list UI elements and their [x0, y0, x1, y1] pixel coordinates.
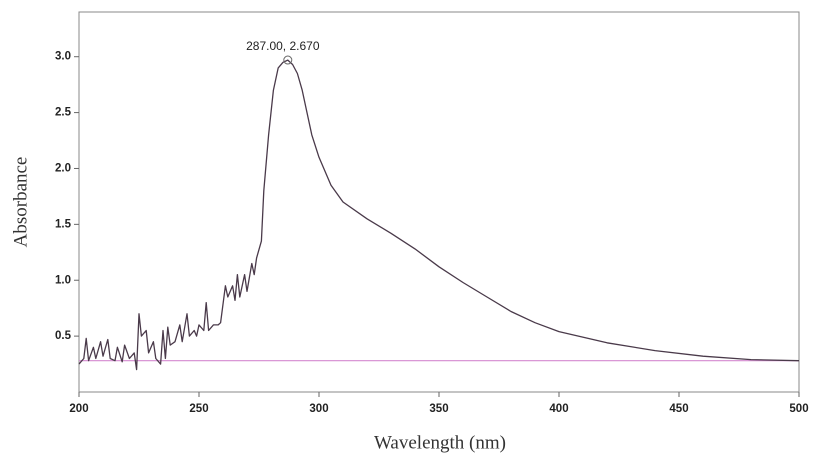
y-tick-label: 1.5 [55, 218, 72, 230]
y-tick-label: 0.5 [55, 330, 72, 342]
y-tick-label: 2.0 [55, 163, 71, 175]
peak-marker [283, 55, 293, 65]
y-axis-title: Absorbance [10, 157, 31, 248]
x-tick-label: 350 [429, 403, 448, 415]
x-tick-label: 500 [789, 403, 808, 415]
y-tick-label: 1.0 [55, 274, 71, 286]
spectrum-line [78, 59, 800, 371]
x-tick-label: 300 [309, 403, 328, 415]
plot-frame [78, 11, 800, 393]
y-tick-label: 2.5 [55, 107, 72, 119]
peak-annotation: 287.00, 2.670 [246, 39, 320, 53]
x-axis-title: Wavelength (nm) [374, 432, 506, 453]
x-tick-label: 450 [669, 403, 688, 415]
y-tick-label: 3.0 [55, 51, 71, 63]
x-tick-label: 200 [69, 403, 88, 415]
x-tick-label: 250 [189, 403, 208, 415]
x-tick-label: 400 [549, 403, 568, 415]
